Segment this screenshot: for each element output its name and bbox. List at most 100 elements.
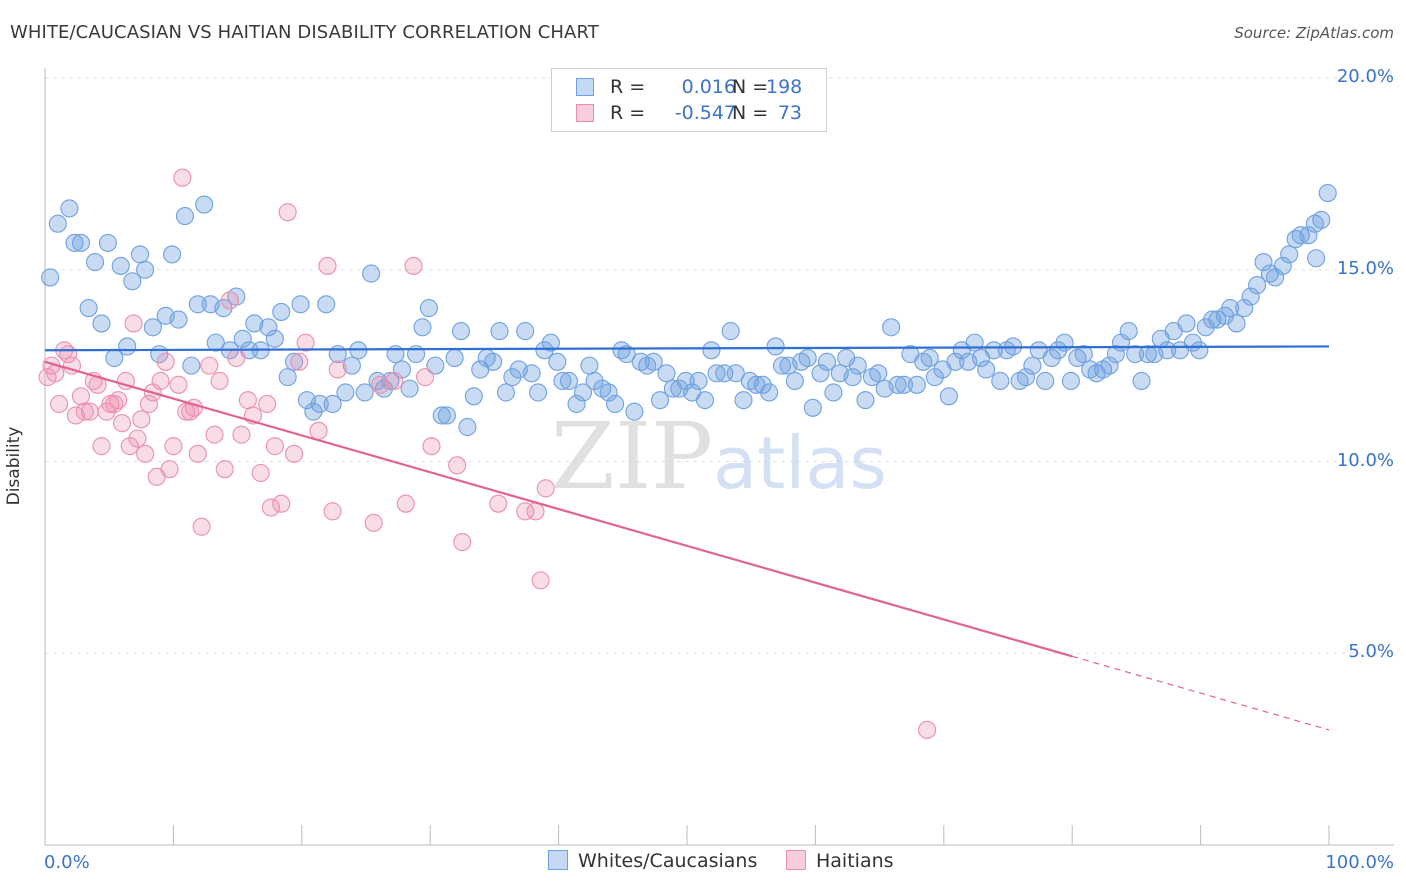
- point-whites: [206, 333, 225, 352]
- point-whites: [529, 383, 548, 402]
- point-haitians: [453, 532, 472, 552]
- point-whites: [888, 375, 907, 394]
- point-whites: [130, 245, 150, 264]
- point-whites: [977, 360, 996, 379]
- point-whites: [650, 391, 670, 410]
- point-haitians: [71, 387, 91, 406]
- legend-r-value: 0.016: [681, 76, 736, 98]
- point-whites: [304, 402, 323, 421]
- point-whites: [1132, 371, 1151, 391]
- point-whites: [559, 371, 578, 391]
- legend-n-label: N =: [732, 102, 769, 124]
- point-whites: [1061, 371, 1080, 391]
- point-whites: [265, 329, 284, 348]
- point-whites: [1100, 356, 1119, 375]
- point-whites: [98, 233, 117, 252]
- legend-r-label: R =: [610, 76, 646, 98]
- series-legend-whites[interactable]: Whites/Caucasians: [548, 850, 757, 872]
- point-whites: [86, 253, 105, 272]
- point-whites: [1177, 314, 1196, 333]
- point-whites: [426, 356, 445, 375]
- point-whites: [625, 402, 644, 421]
- series-legend-label: Haitians: [816, 850, 894, 872]
- point-whites: [599, 383, 618, 402]
- point-haitians: [918, 720, 937, 740]
- point-haitians: [489, 494, 508, 513]
- point-whites: [824, 383, 843, 402]
- stats-legend: R = 0.016 N = 198 R = -0.547 N = 73: [551, 68, 827, 132]
- point-whites: [676, 371, 695, 391]
- point-whites: [991, 371, 1010, 391]
- point-whites: [869, 364, 888, 383]
- point-whites: [400, 379, 419, 398]
- trend-line-haitians-extrapolated: [1072, 655, 1330, 731]
- point-haitians: [422, 437, 441, 456]
- point-whites: [111, 256, 130, 275]
- series-legend-haitians[interactable]: Haitians: [786, 850, 894, 872]
- point-haitians: [169, 375, 188, 394]
- point-whites: [41, 268, 60, 287]
- point-whites: [291, 295, 310, 314]
- series-legend-label: Whites/Caucasians: [578, 850, 758, 872]
- point-whites: [464, 387, 483, 406]
- point-whites: [1106, 345, 1125, 364]
- point-haitians: [92, 437, 111, 456]
- point-whites: [355, 383, 374, 402]
- point-haitians: [205, 425, 224, 444]
- point-whites: [811, 364, 830, 383]
- axes: [44, 68, 1394, 846]
- point-whites: [894, 375, 914, 394]
- point-haitians: [285, 444, 304, 463]
- legend-swatch-whites: [548, 850, 568, 870]
- point-whites: [541, 333, 560, 352]
- point-whites: [484, 352, 503, 371]
- point-whites: [939, 387, 958, 406]
- trend-line-whites: [44, 345, 1330, 352]
- point-haitians: [371, 375, 390, 394]
- point-haitians: [160, 460, 179, 479]
- point-whites: [1307, 249, 1326, 268]
- point-whites: [946, 352, 965, 371]
- point-haitians: [232, 425, 251, 444]
- point-haitians: [215, 460, 234, 479]
- point-whites: [1190, 341, 1209, 360]
- point-whites: [1023, 356, 1042, 375]
- point-whites: [760, 383, 779, 402]
- point-whites: [516, 322, 535, 341]
- point-haitians: [112, 414, 132, 433]
- source-credit: Source: ZipAtlas.com: [1234, 24, 1394, 42]
- point-whites: [548, 352, 567, 371]
- point-whites: [118, 337, 137, 356]
- point-haitians: [50, 394, 69, 414]
- point-haitians: [109, 391, 128, 410]
- point-haitians: [192, 517, 211, 536]
- point-whites: [182, 356, 201, 375]
- chart-title: WHITE/CAUCASIAN VS HAITIAN DISABILITY CO…: [10, 22, 599, 43]
- legend-r-value: -0.547: [674, 102, 736, 124]
- point-whites: [336, 383, 355, 402]
- point-whites: [136, 260, 155, 279]
- point-whites: [803, 398, 822, 417]
- point-haitians: [220, 291, 239, 310]
- point-haitians: [66, 406, 85, 425]
- point-whites: [1254, 253, 1273, 272]
- point-haitians: [328, 360, 347, 379]
- point-haitians: [318, 256, 337, 275]
- point-haitians: [132, 410, 151, 429]
- point-whites: [1055, 333, 1074, 352]
- point-whites: [1273, 256, 1292, 275]
- point-whites: [259, 318, 278, 337]
- point-whites: [856, 391, 875, 410]
- point-whites: [503, 368, 522, 387]
- point-whites: [1291, 226, 1310, 245]
- point-whites: [772, 356, 792, 375]
- point-whites: [214, 299, 233, 318]
- point-haitians: [364, 513, 383, 532]
- watermark-zip: ZIP: [551, 403, 713, 510]
- point-whites: [1016, 368, 1036, 387]
- point-whites: [617, 345, 636, 364]
- x-tick-label: 100.0%: [1325, 852, 1394, 873]
- point-whites: [907, 375, 926, 394]
- point-haitians: [173, 168, 192, 187]
- point-whites: [342, 356, 361, 375]
